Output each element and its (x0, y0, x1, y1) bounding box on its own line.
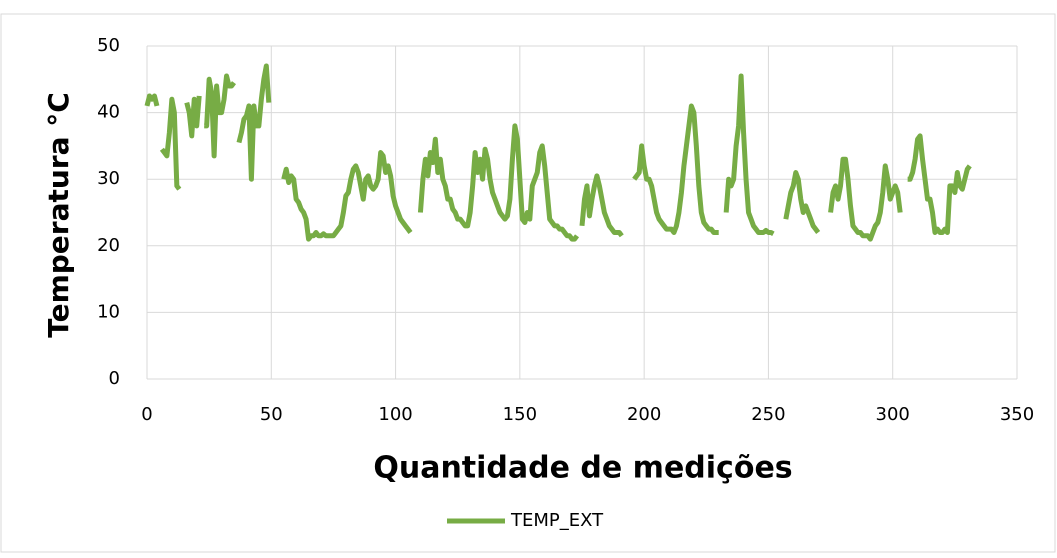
data-line (144, 63, 972, 242)
x-tick-label: 300 (876, 404, 910, 425)
x-tick-label: 200 (627, 404, 661, 425)
x-axis-title: Quantidade de medições (373, 451, 792, 486)
y-axis-title: Temperatura °C (42, 92, 75, 338)
y-tick-label: 10 (97, 301, 120, 322)
y-tick-label: 0 (109, 368, 120, 389)
y-tick-label: 20 (97, 235, 120, 256)
x-tick-label: 150 (503, 404, 537, 425)
y-tick-label: 50 (97, 35, 120, 56)
y-tick-label: 30 (97, 168, 120, 189)
y-tick-label: 40 (97, 102, 120, 123)
x-tick-label: 0 (141, 404, 152, 425)
x-tick-label: 100 (378, 404, 412, 425)
x-tick-label: 350 (1000, 404, 1034, 425)
x-tick-label: 50 (260, 404, 283, 425)
x-tick-label: 250 (751, 404, 785, 425)
chart-border (0, 13, 1056, 553)
legend-label: TEMP_EXT (510, 510, 604, 531)
